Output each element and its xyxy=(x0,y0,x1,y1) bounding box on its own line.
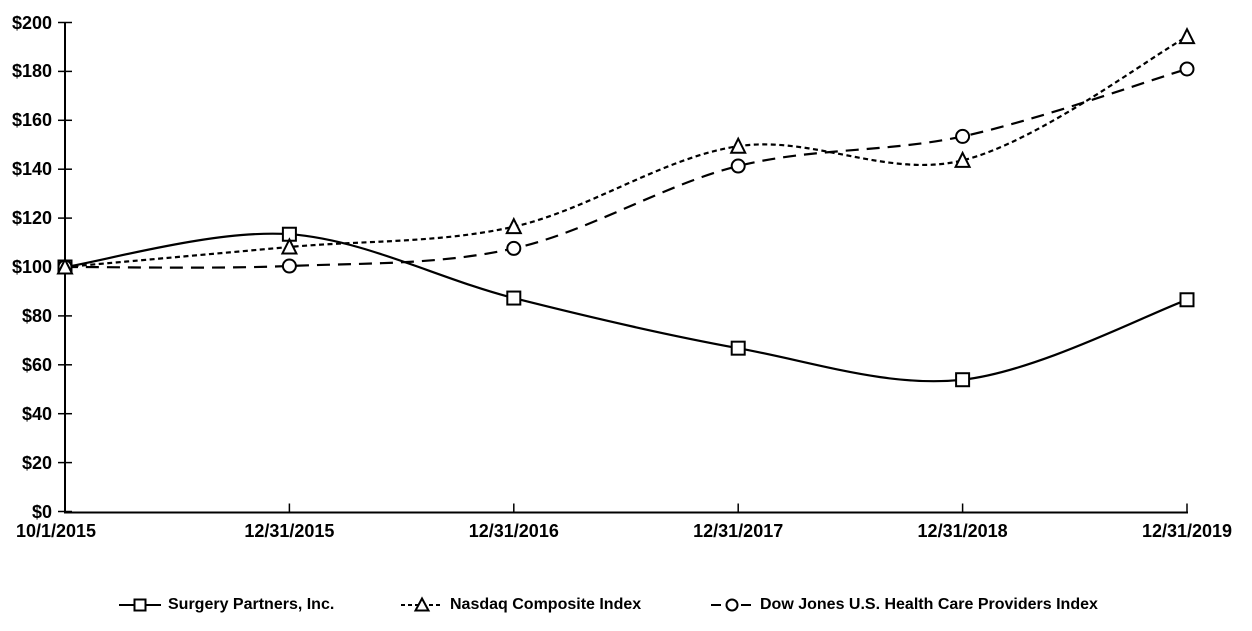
y-tick-label: $40 xyxy=(21,403,52,424)
legend-item-dow-jones-health-care: Dow Jones U.S. Health Care Providers Ind… xyxy=(710,593,1098,617)
triangle-marker xyxy=(1178,26,1196,45)
y-tick-label: $0 xyxy=(31,501,52,522)
legend-label-dow-jones-health-care: Dow Jones U.S. Health Care Providers Ind… xyxy=(760,596,1098,613)
plot-area xyxy=(56,21,1196,514)
y-tick-label: $100 xyxy=(11,257,52,277)
square-marker-line-icon xyxy=(119,598,161,612)
legend-item-nasdaq-composite: Nasdaq Composite Index xyxy=(400,593,641,617)
legend-label-nasdaq-composite: Nasdaq Composite Index xyxy=(450,596,642,613)
circle-marker xyxy=(955,128,971,144)
square-marker xyxy=(955,372,971,388)
circle-marker-line-icon xyxy=(711,598,753,612)
square-marker xyxy=(506,290,522,306)
y-tick-label: $140 xyxy=(11,159,52,180)
axes xyxy=(58,21,1188,514)
legend-label-surgery-partners: Surgery Partners, Inc. xyxy=(168,596,335,613)
triangle-marker xyxy=(505,216,523,235)
square-marker xyxy=(730,340,746,356)
x-tick-label: 10/1/2015 xyxy=(15,521,97,541)
square-marker xyxy=(133,598,147,612)
square-marker xyxy=(1179,292,1195,308)
triangle-marker xyxy=(953,150,972,168)
circle-marker xyxy=(725,598,739,612)
circle-marker xyxy=(506,240,522,256)
y-tick-label: $160 xyxy=(11,110,52,131)
circle-marker xyxy=(730,158,746,174)
y-tick-label: $80 xyxy=(21,305,52,326)
x-tick-label: 12/31/2015 xyxy=(244,521,335,541)
y-tick-label: $120 xyxy=(11,208,52,229)
series-line-dow-jones-u-s-health-care-providers-index xyxy=(64,67,1188,269)
circle-marker xyxy=(281,258,297,274)
x-tick-label: 12/31/2017 xyxy=(693,521,784,541)
series-line-nasdaq-composite-index xyxy=(64,35,1188,269)
x-tick-label: 12/31/2019 xyxy=(1141,521,1233,541)
triangle-marker xyxy=(56,257,74,275)
y-tick-label: $180 xyxy=(11,61,52,82)
triangle-marker-line-icon xyxy=(401,596,443,612)
x-tick-label: 12/31/2018 xyxy=(917,521,1008,541)
y-tick-label: $200 xyxy=(11,12,52,33)
series-markers xyxy=(56,26,1196,388)
chart-legend: Surgery Partners, Inc. Nasdaq Composite … xyxy=(0,593,1252,619)
y-tick-label: $60 xyxy=(21,354,52,375)
triangle-marker xyxy=(729,136,747,154)
circle-marker xyxy=(1179,61,1195,77)
series-line-surgery-partners-inc xyxy=(64,232,1188,383)
legend-item-surgery-partners: Surgery Partners, Inc. xyxy=(118,593,334,617)
triangle-marker xyxy=(413,596,431,612)
x-tick-label: 12/31/2016 xyxy=(468,521,559,541)
y-tick-label: $20 xyxy=(21,452,52,473)
triangle-marker xyxy=(280,237,299,255)
